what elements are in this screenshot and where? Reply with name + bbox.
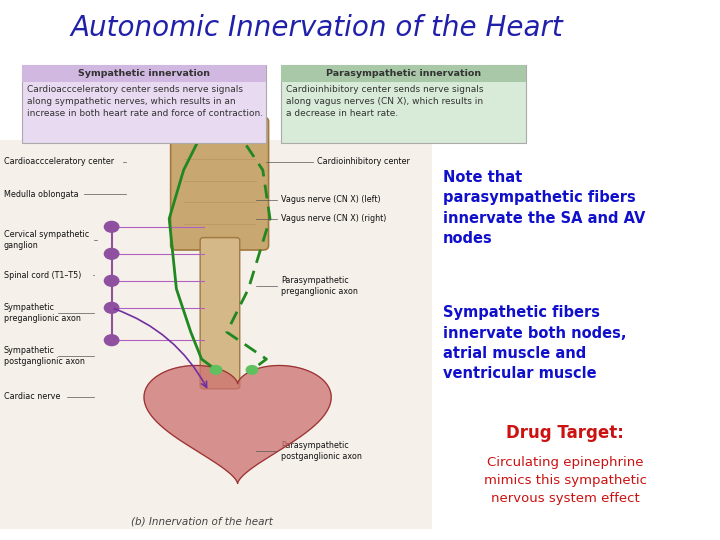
Text: Drug Target:: Drug Target: [506,424,624,442]
FancyBboxPatch shape [281,65,526,82]
Circle shape [246,366,258,374]
Text: Cardioinhibitory center sends nerve signals
along vagus nerves (CN X), which res: Cardioinhibitory center sends nerve sign… [286,85,483,118]
Text: Sympathetic
preganglionic axon: Sympathetic preganglionic axon [4,303,81,323]
Text: Medulla oblongata: Medulla oblongata [4,190,78,199]
Text: Autonomic Innervation of the Heart: Autonomic Innervation of the Heart [71,14,563,42]
FancyBboxPatch shape [281,65,526,143]
Text: Note that
parasympathetic fibers
innervate the SA and AV
nodes: Note that parasympathetic fibers innerva… [443,170,645,246]
Circle shape [104,221,119,232]
FancyBboxPatch shape [0,140,432,529]
Text: Parasympathetic innervation: Parasympathetic innervation [325,69,481,78]
Text: Vagus nerve (CN X) (right): Vagus nerve (CN X) (right) [281,214,386,223]
FancyBboxPatch shape [171,117,269,250]
Circle shape [104,302,119,313]
Text: Cardioaccceleratory center: Cardioaccceleratory center [4,158,114,166]
FancyBboxPatch shape [200,238,240,389]
Circle shape [210,366,222,374]
Circle shape [104,275,119,286]
Text: Cardiac nerve: Cardiac nerve [4,393,60,401]
FancyBboxPatch shape [22,65,266,82]
Circle shape [104,248,119,259]
FancyBboxPatch shape [22,65,266,143]
Text: Parasympathetic
preganglionic axon: Parasympathetic preganglionic axon [281,276,358,296]
Text: Sympathetic innervation: Sympathetic innervation [78,69,210,78]
Circle shape [104,335,119,346]
Text: Spinal cord (T1–T5): Spinal cord (T1–T5) [4,271,81,280]
Text: Cervical sympathetic
ganglion: Cervical sympathetic ganglion [4,230,89,251]
Text: Sympathetic
postganglionic axon: Sympathetic postganglionic axon [4,346,84,367]
Text: Vagus nerve (CN X) (left): Vagus nerve (CN X) (left) [281,195,380,204]
Text: Sympathetic fibers
innervate both nodes,
atrial muscle and
ventricular muscle: Sympathetic fibers innervate both nodes,… [443,305,626,381]
Text: Cardioinhibitory center: Cardioinhibitory center [317,158,410,166]
Text: Parasympathetic
postganglionic axon: Parasympathetic postganglionic axon [281,441,361,461]
Text: Circulating epinephrine
mimics this sympathetic
nervous system effect: Circulating epinephrine mimics this symp… [484,456,647,505]
Text: Cardioaccceleratory center sends nerve signals
along sympathetic nerves, which r: Cardioaccceleratory center sends nerve s… [27,85,263,118]
Text: (b) Innervation of the heart: (b) Innervation of the heart [130,516,273,526]
Polygon shape [144,366,331,483]
